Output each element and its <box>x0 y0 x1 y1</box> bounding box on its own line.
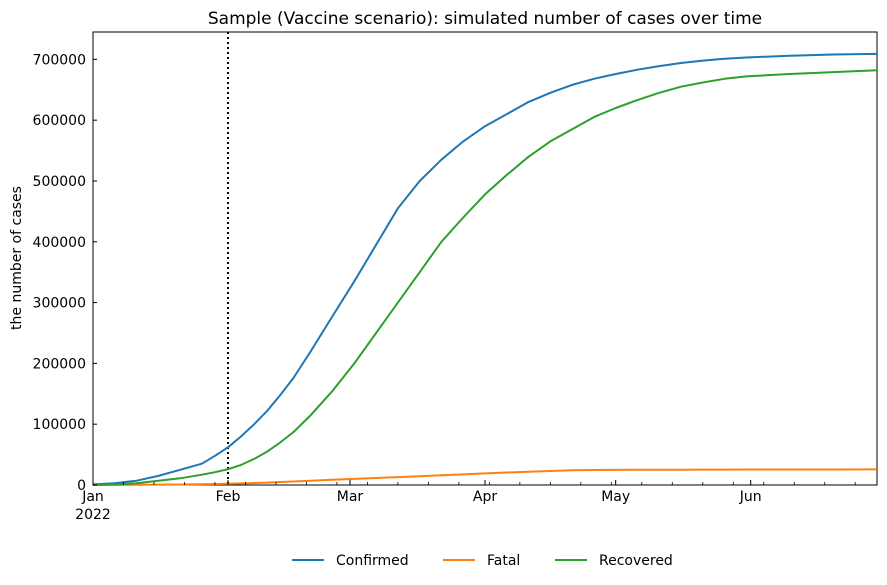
x-tick-year-label: 2022 <box>75 507 111 523</box>
y-axis-label: the number of cases <box>9 186 25 330</box>
x-tick-label: Feb <box>216 489 241 505</box>
x-tick-label: Jan <box>81 489 104 505</box>
series-layer <box>92 32 878 486</box>
x-tick-label: Jun <box>739 489 762 505</box>
legend-label-recovered: Recovered <box>599 553 673 569</box>
series-line-recovered <box>92 69 878 486</box>
x-tick-label: Apr <box>473 489 497 505</box>
y-tick-label: 100000 <box>33 417 86 433</box>
y-tick-label: 700000 <box>33 52 86 68</box>
y-tick-label: 200000 <box>33 356 86 372</box>
y-tick-label: 0 <box>77 478 86 494</box>
legend: Confirmed Fatal Recovered <box>292 553 673 569</box>
y-tick-label: 600000 <box>33 113 86 129</box>
chart-title: Sample (Vaccine scenario): simulated num… <box>208 9 762 29</box>
y-tick-label: 400000 <box>33 235 86 251</box>
y-tick-label: 500000 <box>33 174 86 190</box>
axes-frame <box>92 31 878 486</box>
plot-frame <box>92 31 878 486</box>
x-tick-label: Mar <box>337 489 364 505</box>
legend-label-fatal: Fatal <box>487 553 520 569</box>
legend-label-confirmed: Confirmed <box>336 553 409 569</box>
tick-layer: 0 100000 200000 300000 400000 500000 600000 700… <box>33 52 856 523</box>
y-tick-label: 300000 <box>33 296 86 312</box>
x-tick-label: May <box>601 489 630 505</box>
series-line-confirmed <box>92 52 878 486</box>
